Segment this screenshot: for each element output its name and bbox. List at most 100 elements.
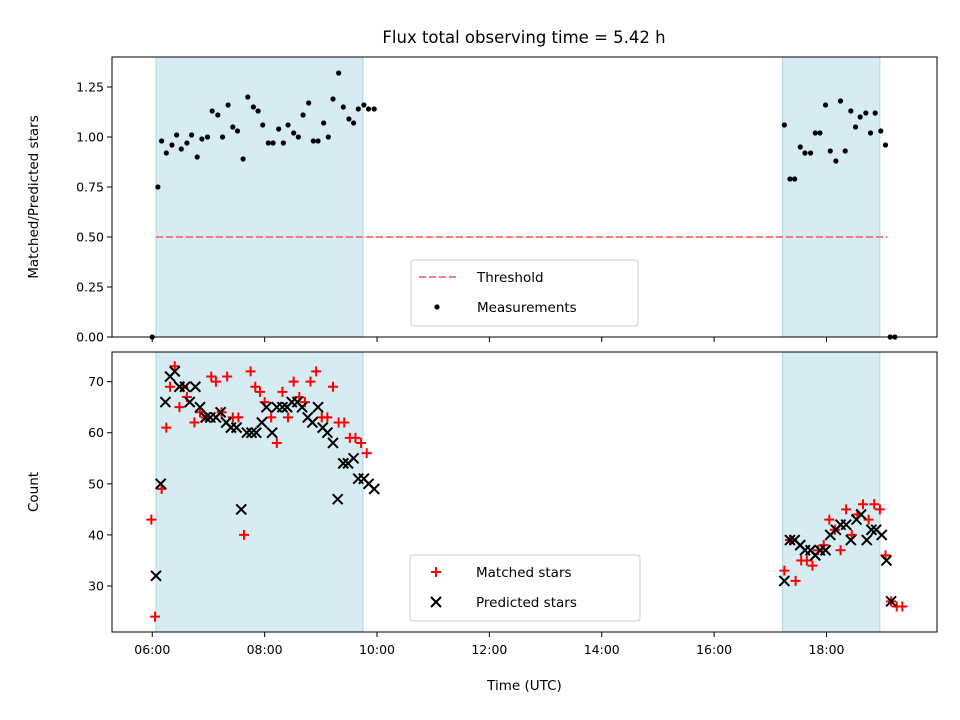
matched-stars-point [350,432,361,443]
measurements-point [330,96,336,102]
matched-stars-point [869,499,880,510]
measurements-point [199,136,205,142]
y-tick-label: 1.25 [76,80,104,95]
measurements-point [234,128,241,134]
legend-box [410,259,639,327]
measurements-point [857,114,863,120]
measurements-point [163,150,169,156]
measurements-point [837,98,844,104]
x-tick-label: 08:00 [247,642,283,657]
measurements-point [260,122,266,128]
y-tick-label: 40 [88,527,104,542]
matched-stars-point [245,366,256,377]
measurements-point [240,156,246,162]
x-tick-label: 06:00 [134,642,170,657]
matched-stars-point [327,381,338,392]
matched-stars-point [222,371,233,382]
measurements-point [219,134,226,140]
matched-stars-point [146,514,157,525]
measurements-point [265,140,271,146]
plot-frame [111,351,938,633]
measurements-point [346,116,352,122]
predicted-stars-point [885,595,897,608]
y-tick-label: 30 [88,579,104,594]
measurements-point [194,154,200,160]
y-tick-label: 60 [88,425,104,440]
predicted-stars-point [256,416,268,429]
measurements-point [306,100,312,106]
predicted-stars-point [876,529,888,541]
legend-label: Matched stars [476,565,572,581]
predicted-stars-point [347,452,360,464]
legend-marker-swatch [430,596,442,608]
measurements-point [300,112,306,118]
predicted-stars-point [840,518,852,531]
measurements-point [340,104,346,110]
matched-stars-point [254,386,265,397]
matched-stars-point [195,407,206,418]
measurements-point [787,176,793,182]
matched-stars-point [835,545,846,556]
legend-label: Predicted stars [476,595,577,611]
matched-stars-point [790,575,801,586]
predicted-stars-point [880,554,893,567]
y-tick-label: 70 [88,374,104,389]
measurements-point [276,126,282,132]
measurements-point [833,158,839,164]
matched-stars-point [250,381,261,392]
observing-windows [155,57,881,337]
observing-window-1 [156,352,363,632]
measurements-point [184,140,190,146]
measurements-point [827,148,833,154]
predicted-stars-point [327,437,339,449]
predicted-stars-point [230,421,243,434]
predicted-stars-point [199,411,212,424]
measurements-point [285,122,291,128]
predicted-stars-point [321,427,334,439]
matched-stars-point [283,412,294,423]
observing-window-1 [156,57,363,337]
predicted-stars-point [260,401,273,413]
observing-window-2 [782,57,880,337]
matched-stars-point [874,504,885,515]
measurements-point [361,102,367,108]
measurements-point [295,134,301,140]
y-axis-label: Matched/Predicted stars [26,115,42,278]
measurements-point [178,146,184,152]
predicted-stars-point [154,478,167,490]
predicted-stars-point [845,534,857,546]
matched-stars-point [266,412,277,423]
y-tick-label: 1.00 [76,130,104,145]
measurements-point [852,124,859,130]
measurements-point [822,102,829,108]
predicted-stars-point [819,544,832,556]
legend-marker-swatch [434,304,440,310]
measurements-point [336,70,342,76]
x-tick-label: 14:00 [584,642,620,657]
measurements-point [280,140,286,146]
predicted-stars-point [276,401,289,413]
predicted-stars-point [235,503,247,516]
legend-label: Threshold [476,270,544,286]
matched-stars-point [841,504,852,515]
predicted-stars-point [245,427,258,439]
chart-title: Flux total observing time = 5.42 h [382,28,665,47]
matched-stars-point [779,565,790,576]
plot-frame [111,56,938,338]
measurements-point [245,94,251,100]
predicted-stars-point [189,381,202,393]
measurements-point [310,138,316,144]
measurements-point [321,120,327,126]
measurements-point [807,150,814,156]
predicted-stars-point [331,493,344,505]
predicted-stars-point [312,401,324,413]
matched-stars-point [824,514,835,525]
predicted-stars-point [778,575,791,587]
matched-stars-point [165,381,176,392]
matched-stars-point [311,366,322,377]
matched-stars-point [356,437,367,448]
matched-stars-point [305,376,316,387]
matched-stars-point [361,448,372,459]
y-tick-label: 0.75 [76,180,104,195]
